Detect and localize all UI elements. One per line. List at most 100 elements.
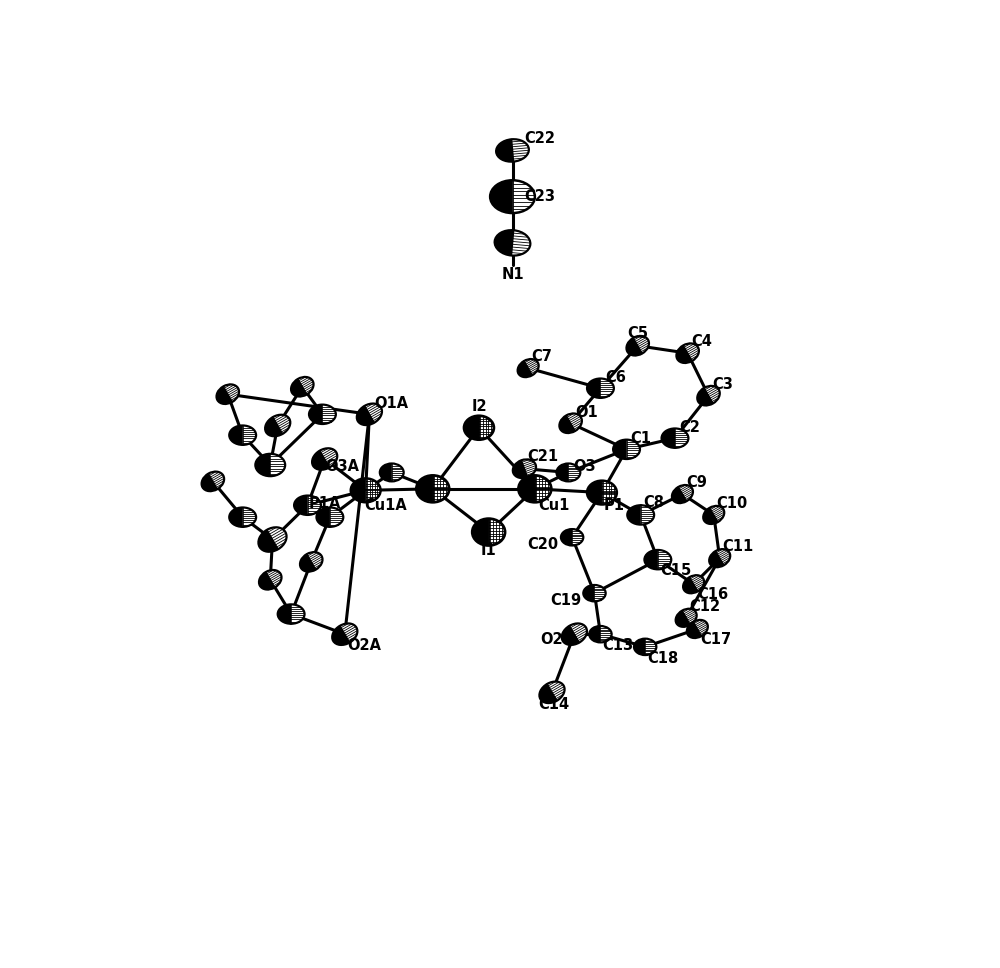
Text: O1: O1 [575,406,598,420]
Text: N1: N1 [501,266,524,282]
Ellipse shape [559,413,582,433]
PathPatch shape [693,620,708,636]
Ellipse shape [217,384,239,404]
Ellipse shape [613,439,640,459]
Text: C13: C13 [602,638,633,652]
Ellipse shape [258,528,287,552]
PathPatch shape [683,577,698,593]
Ellipse shape [626,336,649,355]
Text: C11: C11 [723,539,754,555]
Text: C19: C19 [550,593,581,608]
PathPatch shape [496,139,513,162]
PathPatch shape [644,550,658,569]
PathPatch shape [243,426,256,445]
Ellipse shape [332,623,357,645]
PathPatch shape [716,549,730,565]
Ellipse shape [259,570,282,590]
PathPatch shape [357,406,374,425]
PathPatch shape [690,575,704,591]
Ellipse shape [589,626,612,643]
PathPatch shape [521,460,536,477]
PathPatch shape [322,405,336,424]
Text: C16: C16 [697,588,728,602]
Ellipse shape [312,448,337,469]
Ellipse shape [518,359,539,378]
PathPatch shape [572,529,583,546]
PathPatch shape [594,585,606,601]
PathPatch shape [208,471,224,489]
Ellipse shape [291,377,314,397]
Ellipse shape [627,505,654,525]
Ellipse shape [644,550,671,569]
PathPatch shape [535,475,551,502]
Ellipse shape [202,471,224,491]
PathPatch shape [267,528,287,549]
PathPatch shape [320,448,337,468]
PathPatch shape [340,623,357,643]
PathPatch shape [589,626,600,643]
PathPatch shape [518,361,532,378]
PathPatch shape [683,344,699,361]
PathPatch shape [351,478,366,502]
Text: C5: C5 [627,326,648,342]
PathPatch shape [489,519,505,546]
PathPatch shape [678,485,693,501]
PathPatch shape [217,386,232,404]
PathPatch shape [278,604,291,623]
Text: C10: C10 [717,497,748,511]
Text: C9: C9 [686,475,707,491]
PathPatch shape [658,550,671,569]
PathPatch shape [365,404,382,423]
PathPatch shape [703,508,718,524]
Ellipse shape [309,405,336,424]
Text: P1A: P1A [309,497,341,511]
PathPatch shape [600,378,614,398]
PathPatch shape [416,475,433,502]
PathPatch shape [273,414,290,434]
Ellipse shape [583,585,606,601]
Ellipse shape [587,481,617,504]
Text: C18: C18 [647,650,679,666]
Ellipse shape [513,460,536,478]
Text: O3: O3 [574,459,596,474]
PathPatch shape [380,464,392,481]
PathPatch shape [294,496,308,515]
PathPatch shape [258,529,278,552]
Ellipse shape [229,426,256,445]
PathPatch shape [587,378,600,398]
PathPatch shape [583,585,594,601]
Text: C22: C22 [524,131,555,146]
PathPatch shape [309,405,322,424]
PathPatch shape [645,639,656,655]
Ellipse shape [703,506,724,524]
Ellipse shape [464,416,494,439]
PathPatch shape [223,384,239,402]
PathPatch shape [704,386,720,404]
Text: I1: I1 [481,543,497,559]
PathPatch shape [512,139,529,162]
PathPatch shape [298,377,314,395]
PathPatch shape [332,625,350,645]
PathPatch shape [687,621,701,638]
Ellipse shape [634,639,656,655]
PathPatch shape [255,454,270,476]
Text: C23: C23 [524,189,555,204]
Text: C4: C4 [691,334,712,348]
Text: C6: C6 [605,370,626,384]
Ellipse shape [562,623,587,645]
Text: O2: O2 [541,632,563,647]
PathPatch shape [518,475,535,502]
Ellipse shape [556,464,580,481]
PathPatch shape [539,684,557,703]
PathPatch shape [561,529,572,546]
PathPatch shape [472,519,489,546]
PathPatch shape [682,609,697,625]
Text: C7: C7 [531,348,552,364]
PathPatch shape [291,604,305,623]
PathPatch shape [662,429,675,448]
PathPatch shape [675,429,688,448]
Ellipse shape [539,681,565,703]
Ellipse shape [561,529,583,546]
Text: C21: C21 [527,448,559,464]
Ellipse shape [472,519,505,546]
